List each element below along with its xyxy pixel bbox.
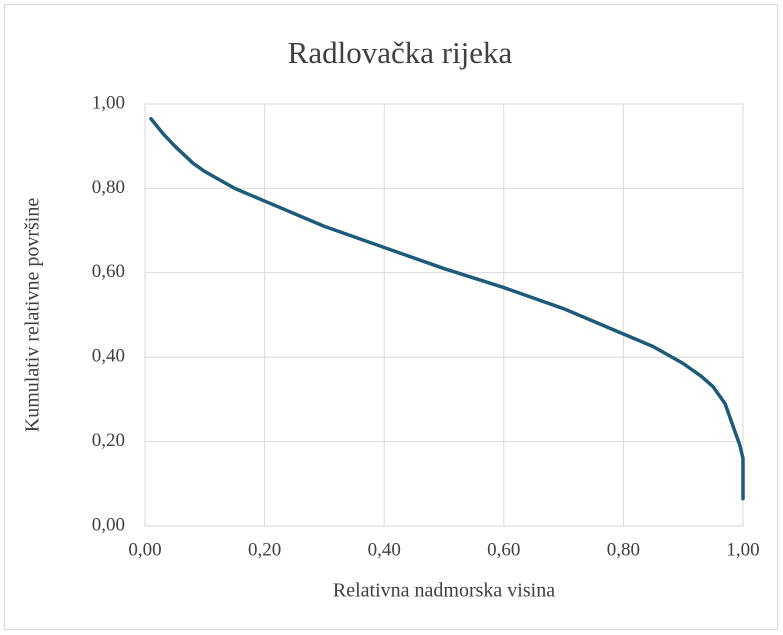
- x-tick-label: 0,60: [487, 539, 520, 560]
- y-axis-label: Kumulativ relativne površine: [22, 198, 44, 433]
- data-line: [149, 117, 745, 501]
- x-tick-label: 0,80: [607, 539, 640, 560]
- chart-border: [4, 4, 778, 630]
- x-axis-label: Relativna nadmorska visina: [333, 580, 555, 602]
- y-tick-label: 1,00: [92, 92, 125, 113]
- y-tick-label: 0,20: [92, 430, 125, 451]
- x-tick-label: 0,00: [128, 539, 161, 560]
- x-tick-label: 0,20: [248, 539, 281, 560]
- chart-title: Radlovačka rijeka: [288, 35, 513, 70]
- y-tick-label: 0,40: [92, 346, 125, 367]
- x-tick-label: 1,00: [726, 539, 759, 560]
- y-tick-label: 0,80: [92, 177, 125, 198]
- y-tick-label: 0,00: [92, 514, 125, 535]
- y-tick-label: 0,60: [92, 261, 125, 282]
- x-tick-label: 0,40: [368, 539, 401, 560]
